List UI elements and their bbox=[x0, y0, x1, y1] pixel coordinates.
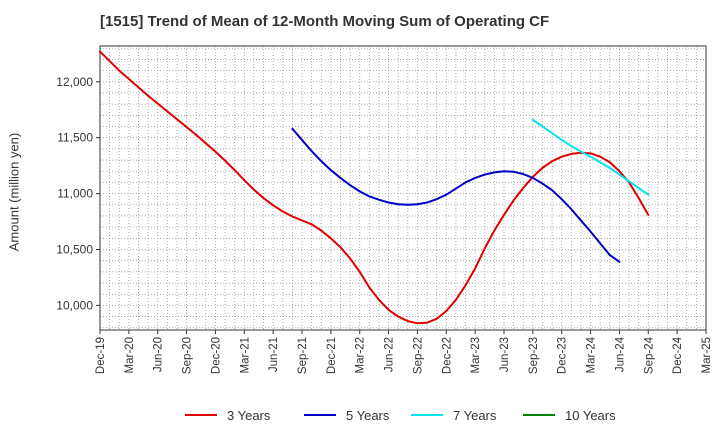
x-tick-label: Jun-23 bbox=[499, 337, 511, 372]
legend-swatch bbox=[523, 414, 555, 416]
y-tick-label: 11,500 bbox=[57, 131, 93, 145]
x-tick-label: Dec-20 bbox=[210, 337, 222, 374]
x-tick-label: Mar-25 bbox=[701, 337, 713, 373]
plot-frame bbox=[99, 45, 707, 331]
legend-label: 3 Years bbox=[227, 407, 271, 423]
x-tick-label: Jun-21 bbox=[268, 337, 280, 372]
y-tick-label: 11,000 bbox=[57, 187, 93, 201]
series-line-7-years bbox=[531, 118, 650, 196]
legend-item-5-years: 5 Years bbox=[304, 405, 389, 425]
x-tick-label: Jun-22 bbox=[384, 337, 396, 372]
legend-swatch bbox=[185, 414, 217, 416]
x-tick-label: Dec-23 bbox=[557, 337, 569, 374]
x-tick-label: Mar-23 bbox=[470, 337, 482, 373]
x-tick-label: Jun-24 bbox=[614, 336, 626, 372]
legend-label: 10 Years bbox=[565, 407, 616, 423]
y-tick-label: 10,500 bbox=[56, 242, 93, 256]
series-line-5-years bbox=[291, 127, 621, 263]
y-tick-label: 12,000 bbox=[56, 75, 93, 89]
legend-item-7-years: 7 Years bbox=[411, 405, 496, 425]
x-tick-label: Mar-21 bbox=[239, 337, 251, 373]
x-tick-label: Sep-24 bbox=[643, 336, 655, 374]
legend-swatch bbox=[411, 414, 443, 416]
x-tick-label: Jun-20 bbox=[153, 337, 165, 372]
chart-title: [1515] Trend of Mean of 12-Month Moving … bbox=[100, 13, 550, 30]
x-tick-label: Mar-24 bbox=[586, 336, 598, 373]
legend: 3 Years 5 Years 7 Years 10 Years bbox=[0, 405, 720, 425]
y-tick-label: 10,000 bbox=[56, 298, 93, 312]
x-tick-label: Mar-20 bbox=[124, 337, 136, 373]
legend-item-10-years: 10 Years bbox=[523, 405, 616, 425]
legend-label: 7 Years bbox=[453, 407, 497, 423]
legend-swatch bbox=[304, 414, 336, 416]
x-tick-label: Sep-20 bbox=[182, 337, 194, 374]
legend-label: 5 Years bbox=[346, 407, 390, 423]
x-tick-label: Sep-21 bbox=[297, 337, 309, 374]
x-tick-label: Sep-22 bbox=[412, 337, 424, 374]
x-tick-label: Dec-21 bbox=[326, 337, 338, 374]
x-tick-label: Dec-24 bbox=[672, 336, 684, 374]
x-tick-label: Dec-22 bbox=[441, 337, 453, 374]
legend-item-3-years: 3 Years bbox=[185, 405, 270, 425]
x-tick-label: Mar-22 bbox=[355, 337, 367, 373]
x-tick-label: Dec-19 bbox=[95, 337, 107, 374]
x-tick-label: Sep-23 bbox=[528, 337, 540, 374]
series-line-3-years bbox=[99, 50, 650, 325]
